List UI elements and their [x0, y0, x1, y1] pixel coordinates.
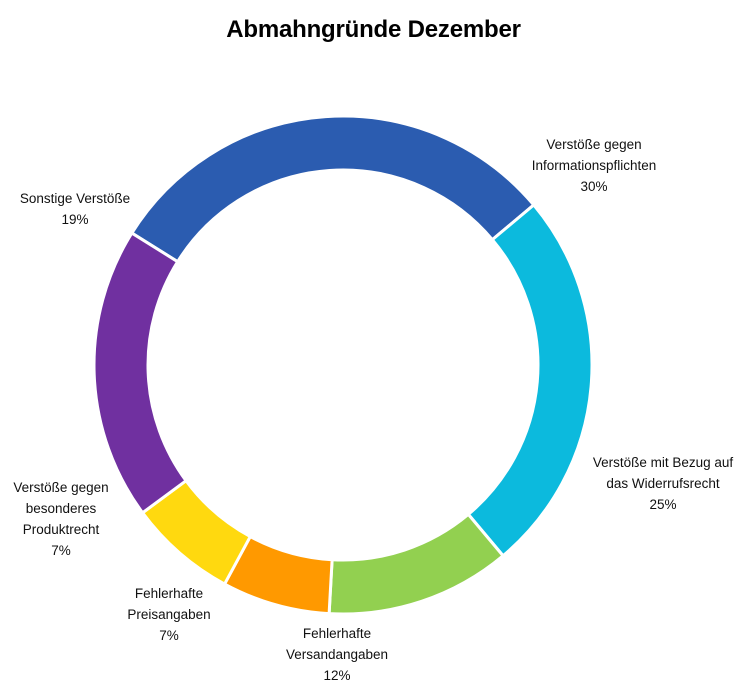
data-label: Fehlerhafte Versandangaben 12%: [247, 623, 427, 686]
data-label-line: Versandangaben: [285, 647, 389, 662]
data-label-line: Sonstige Verstöße: [19, 191, 131, 206]
chart-title: Abmahngründe Dezember: [226, 16, 521, 43]
data-label-line: 30%: [580, 179, 608, 194]
data-label-line: Fehlerhafte: [302, 626, 372, 641]
data-label-line: Informationspflichten: [531, 158, 657, 173]
data-label-line: das Widerrufsrecht: [606, 476, 720, 491]
data-label-line: Verstöße gegen: [546, 137, 642, 152]
data-label-line: 7%: [51, 543, 71, 558]
donut-slice: [130, 114, 536, 264]
donut-slice: [92, 231, 188, 515]
data-label-line: besonderes: [25, 501, 97, 516]
data-label: Sonstige Verstöße 19%: [0, 188, 165, 230]
data-label: Verstöße gegen besonderes Produktrecht 7%: [0, 477, 151, 561]
data-label-line: 12%: [323, 668, 351, 683]
data-label-line: Produktrecht: [22, 522, 100, 537]
data-label-line: 7%: [159, 628, 179, 643]
donut-slice: [327, 512, 505, 616]
data-label-line: Fehlerhafte: [134, 586, 204, 601]
data-label-line: 25%: [649, 497, 677, 512]
data-label-line: Preisangaben: [127, 607, 211, 622]
data-label-line: Verstöße mit Bezug auf: [592, 455, 734, 470]
data-label-line: Verstöße gegen: [13, 480, 109, 495]
data-label: Verstöße gegen Informationspflichten 30%: [504, 134, 684, 197]
data-label: Verstöße mit Bezug auf das Widerrufsrecht…: [573, 452, 747, 515]
data-label-line: 19%: [61, 212, 89, 227]
data-label: Fehlerhafte Preisangaben 7%: [79, 583, 259, 646]
